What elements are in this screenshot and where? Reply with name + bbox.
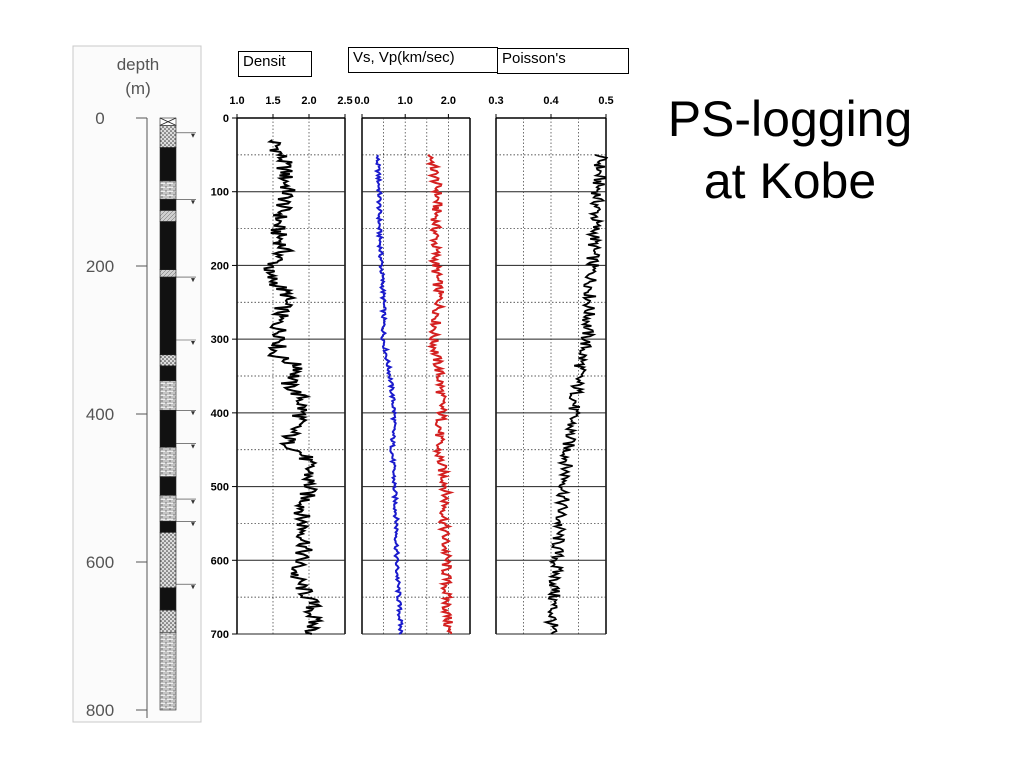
panel-depth-tick-label: 500 (211, 482, 229, 494)
poisson-curve (542, 154, 609, 635)
density-panel: 1.0 1.5 2.0 2.5 0 100 200 300 400 500 600 700 (211, 95, 353, 641)
panel-x-tick-label: 1.0 (229, 95, 244, 107)
velocity-panel-header: Vs, Vp(km/sec) (348, 47, 498, 73)
slide-title: PS-logging at Kobe (630, 88, 950, 212)
lithology-layer (159, 587, 177, 611)
velocity-panel: 0.0 1.0 2.0 (354, 95, 471, 635)
water-level-markers (176, 132, 196, 590)
lithology-layer (159, 380, 177, 411)
panel-x-tick-label: 0.4 (543, 95, 559, 107)
panel-depth-tick-label: 600 (211, 555, 229, 567)
marker-triangle (191, 411, 195, 416)
depth-tick-label: 400 (86, 405, 114, 424)
panel-x-tick-label: 2.0 (441, 95, 456, 107)
depth-ticks: 0 200 400 600 800 (86, 109, 147, 720)
lithology-layer (159, 147, 177, 182)
marker-triangle (191, 585, 195, 590)
marker-triangle (191, 444, 195, 449)
lithology-layer (159, 409, 177, 448)
lithology-layer (159, 269, 177, 278)
depth-column-frame (72, 45, 202, 723)
panel-depth-tick-label: 300 (211, 334, 229, 346)
panel-x-tick-label: 2.5 (337, 95, 352, 107)
panel-x-tick-label: 0.0 (354, 95, 369, 107)
depth-tick-label: 200 (86, 257, 114, 276)
title-line-2: at Kobe (703, 153, 877, 209)
lithology-layer (159, 199, 177, 211)
panel-x-tick-label: 1.5 (265, 95, 280, 107)
vs-curve (373, 154, 404, 635)
panel-x-tick-label: 1.0 (398, 95, 413, 107)
lithology-layer (159, 221, 177, 271)
marker-triangle (191, 133, 195, 138)
panel-depth-tick-label: 200 (211, 260, 229, 272)
vp-curve (425, 154, 455, 635)
density-panel-header: Densit (238, 51, 312, 77)
density-curve (263, 139, 325, 635)
marker-triangle (191, 522, 195, 527)
poisson-panel-header: Poisson's (497, 48, 629, 74)
lithology-layer (159, 520, 177, 533)
title-line-1: PS-logging (667, 91, 913, 147)
panel-depth-tick-label: 0 (223, 113, 229, 125)
lithology-layer (159, 354, 177, 367)
panel-depth-tick-label: 100 (211, 187, 229, 199)
lithology-column (159, 117, 177, 711)
panel-depth-tick-label: 700 (211, 629, 229, 641)
lithology-layer (159, 476, 177, 496)
marker-triangle (191, 341, 195, 345)
marker-triangle (191, 278, 195, 283)
lithology-layer (159, 125, 177, 148)
lithology-layer (159, 609, 177, 633)
depth-tick-label: 800 (86, 701, 114, 720)
depth-tick-label: 0 (95, 109, 104, 128)
marker-triangle (191, 500, 195, 505)
panel-x-tick-label: 2.0 (301, 95, 316, 107)
poisson-panel: 0.3 0.4 0.5 (488, 95, 614, 635)
depth-label: depth (117, 55, 160, 74)
lithology-layer-cross (159, 117, 177, 126)
panel-x-tick-label: 0.5 (598, 95, 613, 107)
lithology-layer (159, 210, 177, 222)
lithology-layer (159, 631, 177, 711)
marker-triangle (191, 200, 195, 205)
depth-tick-label: 600 (86, 553, 114, 572)
panel-x-tick-label: 0.3 (488, 95, 503, 107)
lithology-layer (159, 532, 177, 589)
lithology-layer (159, 446, 177, 478)
lithology-layer (159, 495, 177, 522)
lithology-layer (159, 276, 177, 356)
lithology-layer (159, 180, 177, 200)
depth-unit-label: (m) (125, 79, 150, 98)
lithology-layer (159, 365, 177, 381)
panel-depth-tick-label: 400 (211, 408, 229, 420)
